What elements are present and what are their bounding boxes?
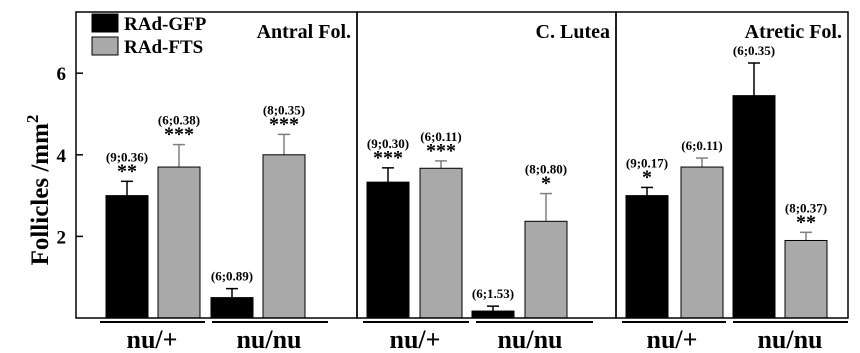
annotation-antral-fol-nu-rad-fts: (6;0.38) xyxy=(158,113,200,128)
annotation-antral-fol-nu-nu-rad-fts: (8;0.35) xyxy=(263,102,305,117)
y-tick-label-2: 2 xyxy=(57,227,67,248)
annotation-antral-fol-nu-rad-gfp: (9;0.36) xyxy=(106,149,148,164)
significance-antral-fol-nu-rad-gfp: ** xyxy=(117,160,137,182)
bar-antral-fol-nu-nu-rad-fts xyxy=(262,154,306,319)
y-axis-label: Follicles /mm2 xyxy=(23,115,54,266)
group-label-nu: nu/+ xyxy=(390,325,441,353)
svg-text:Follicles /mm2: Follicles /mm2 xyxy=(23,115,54,266)
annotation-atretic-fol-nu-nu-rad-gfp: (6;0.35) xyxy=(733,43,775,58)
group-label-nu: nu/+ xyxy=(127,325,178,353)
legend-label-rad-fts: RAd-FTS xyxy=(124,37,203,58)
group-label-nu-nu: nu/nu xyxy=(236,325,301,353)
bar-c-lutea-nu-rad-fts xyxy=(419,167,463,319)
group-label-nu-nu: nu/nu xyxy=(497,325,562,353)
bar-c-lutea-nu-nu-rad-fts xyxy=(524,220,568,319)
annotation-c-lutea-nu-rad-fts: (6;0.11) xyxy=(420,129,462,144)
annotation-antral-fol-nu-nu-rad-gfp: (6;0.89) xyxy=(211,269,253,284)
significance-c-lutea-nu-rad-fts: *** xyxy=(426,140,456,162)
bar-atretic-fol-nu-rad-fts xyxy=(680,166,724,319)
panel-title-atretic-fol: Atretic Fol. xyxy=(745,21,842,43)
bar-antral-fol-nu-nu-rad-gfp xyxy=(210,297,254,319)
bar-atretic-fol-nu-rad-gfp xyxy=(625,195,669,319)
y-axis-label-text: Follicles /mm xyxy=(27,123,54,265)
group-label-nu: nu/+ xyxy=(647,325,698,353)
panel-frame-atretic-fol xyxy=(615,11,849,319)
bar-antral-fol-nu-rad-fts xyxy=(157,166,201,319)
bar-c-lutea-nu-nu-rad-gfp xyxy=(471,310,515,319)
legend-label-rad-gfp: RAd-GFP xyxy=(124,14,207,35)
bar-c-lutea-nu-rad-gfp xyxy=(366,181,410,319)
annotation-atretic-fol-nu-nu-rad-fts: (8;0.37) xyxy=(785,200,827,215)
bar-atretic-fol-nu-nu-rad-fts xyxy=(784,239,828,319)
significance-antral-fol-nu-nu-rad-fts: *** xyxy=(269,113,299,135)
significance-atretic-fol-nu-nu-rad-fts: ** xyxy=(796,211,816,233)
panel-frames xyxy=(75,11,849,323)
bars xyxy=(105,62,828,319)
y-tick-label-6: 6 xyxy=(57,64,67,85)
significance-atretic-fol-nu-rad-gfp: * xyxy=(642,166,652,188)
bar-antral-fol-nu-rad-gfp xyxy=(105,195,149,319)
annotation-c-lutea-nu-nu-rad-fts: (8;0.80) xyxy=(525,162,567,177)
group-label-nu-nu: nu/nu xyxy=(757,325,822,353)
panel-title-antral-fol: Antral Fol. xyxy=(257,21,351,43)
bar-atretic-fol-nu-nu-rad-gfp xyxy=(732,95,776,319)
significance-c-lutea-nu-rad-gfp: *** xyxy=(373,147,403,169)
legend-swatch-rad-gfp xyxy=(91,13,119,33)
annotation-c-lutea-nu-nu-rad-gfp: (6;1.53) xyxy=(472,286,514,301)
y-axis-label-superscript: 2 xyxy=(23,115,42,124)
y-tick-label-4: 4 xyxy=(57,146,67,167)
annotation-atretic-fol-nu-rad-gfp: (9;0.17) xyxy=(626,155,668,170)
y-axis-ticks: 2 4 6 xyxy=(57,64,83,248)
legend-swatch-rad-fts xyxy=(91,36,119,56)
annotations: Antral Fol.nu/+**(9;0.36)***(6;0.38)nu/n… xyxy=(106,21,842,353)
panel-title-c-lutea: C. Lutea xyxy=(536,21,610,43)
legend: RAd-GFP RAd-FTS xyxy=(91,13,207,58)
annotation-atretic-fol-nu-rad-fts: (6;0.11) xyxy=(681,138,723,153)
annotation-c-lutea-nu-rad-gfp: (9;0.30) xyxy=(367,136,409,151)
significance-c-lutea-nu-nu-rad-fts: * xyxy=(541,173,551,195)
significance-antral-fol-nu-rad-fts: *** xyxy=(164,124,194,146)
